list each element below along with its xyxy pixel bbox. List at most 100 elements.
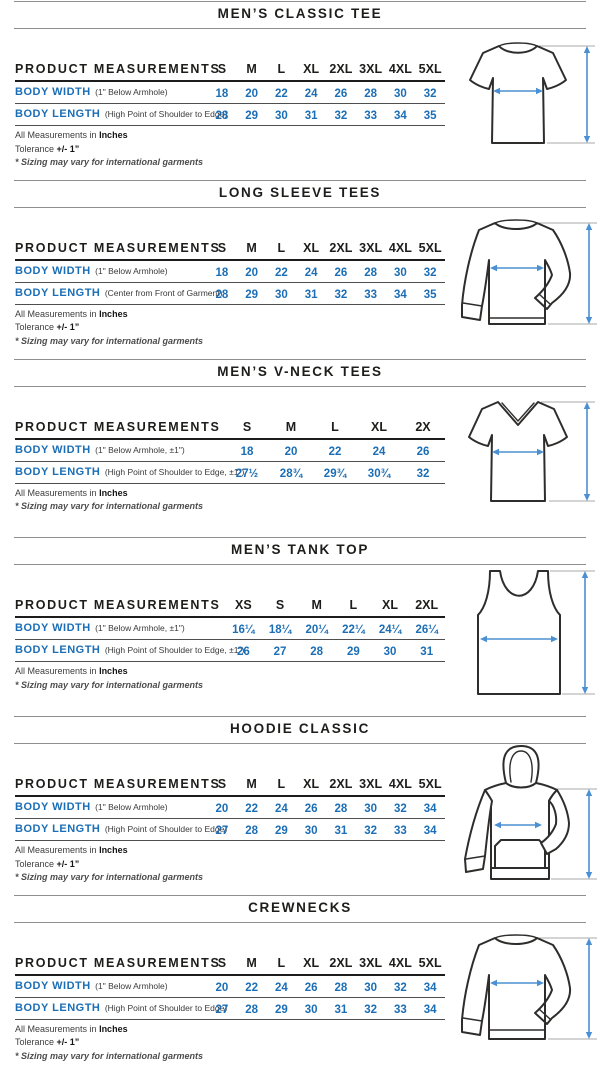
size-header: 3XL bbox=[359, 240, 383, 255]
row-sublabel: (1" Below Armhole) bbox=[95, 265, 168, 276]
body-length-row: BODY LENGTH (High Point of Shoulder to E… bbox=[15, 462, 445, 484]
size-header: XL bbox=[382, 598, 399, 613]
measurement-value: 30 bbox=[383, 646, 397, 659]
measurement-value: 20¼ bbox=[305, 624, 328, 637]
waistband bbox=[490, 867, 550, 881]
section-title: LONG SLEEVE TEES bbox=[218, 184, 382, 200]
divider bbox=[14, 206, 586, 208]
measurement-value: 34 bbox=[393, 110, 407, 122]
measurement-value: 26 bbox=[334, 266, 348, 279]
table-header-row: PRODUCT MEASUREMENTS S M L XL 2X bbox=[15, 413, 445, 440]
section-hoodie-classic: HOODIE CLASSIC PRODUCT MEASUREMENTS S M L X… bbox=[0, 715, 600, 894]
note-text: Tolerance bbox=[15, 1037, 55, 1048]
kangaroo-pocket bbox=[494, 839, 546, 870]
tee-outline bbox=[469, 45, 567, 144]
cuff-line-left bbox=[465, 855, 486, 860]
row-sublabel: (Center from Front of Garment) bbox=[104, 287, 223, 298]
measurement-value: 29 bbox=[274, 825, 288, 838]
divider bbox=[14, 537, 586, 539]
tolerance-value: +/- 1” bbox=[56, 322, 80, 333]
size-table: PRODUCT MEASUREMENTS XS S M L XL 2XL BODY WID… bbox=[15, 591, 445, 663]
note-unit: Inches bbox=[99, 845, 128, 856]
size-header: M bbox=[246, 240, 257, 255]
measurement-value: 18¼ bbox=[268, 624, 292, 637]
measurement-value: 32 bbox=[334, 110, 348, 122]
measurement-value: 26 bbox=[334, 88, 348, 100]
note-text: Tolerance bbox=[15, 858, 55, 869]
size-header: 4XL bbox=[388, 240, 412, 255]
measurement-value: 30 bbox=[364, 803, 378, 816]
width-arrow bbox=[494, 821, 542, 829]
row-label: BODY LENGTH bbox=[15, 1001, 101, 1014]
measurement-value: 34 bbox=[423, 825, 437, 838]
measurement-value: 33 bbox=[393, 825, 407, 838]
cuff-line-right bbox=[538, 293, 551, 305]
right-sleeve bbox=[540, 789, 570, 856]
note-text: All Measurements in bbox=[15, 487, 97, 498]
row-label: BODY LENGTH bbox=[15, 823, 101, 836]
size-header: 4XL bbox=[388, 777, 412, 792]
crewneck-illustration bbox=[449, 928, 599, 1059]
row-label: BODY WIDTH bbox=[15, 979, 91, 992]
notes: All Measurements in Inches Tolerance +/-… bbox=[15, 129, 203, 170]
product-measurements-label: PRODUCT MEASUREMENTS bbox=[15, 598, 221, 613]
collar-line bbox=[498, 42, 538, 47]
row-sublabel: (High Point of Shoulder to Edge, ±1") bbox=[104, 645, 245, 656]
body-width-values: 18 20 22 24 26 bbox=[225, 446, 445, 458]
row-sublabel: (1" Below Armhole) bbox=[95, 980, 168, 991]
measurement-value: 18 bbox=[215, 88, 229, 100]
row-label: BODY LENGTH bbox=[15, 644, 101, 657]
measurement-value: 18 bbox=[215, 266, 229, 279]
size-header: L bbox=[277, 777, 286, 792]
measurement-value: 24¼ bbox=[378, 624, 402, 637]
measurement-value: 27 bbox=[215, 825, 229, 838]
note-unit: Inches bbox=[99, 666, 128, 677]
length-arrow bbox=[585, 789, 593, 880]
measurement-value: 28 bbox=[245, 825, 259, 838]
product-measurements-label: PRODUCT MEASUREMENTS bbox=[15, 419, 221, 434]
size-columns: S M L XL 2XL 3XL 4XL 5XL bbox=[207, 956, 445, 970]
table-header-row: PRODUCT MEASUREMENTS S M L XL 2XL 3XL 4XL 5XL bbox=[15, 234, 445, 261]
tolerance-value: +/- 1” bbox=[56, 143, 80, 154]
body-length-values: 28 29 30 31 32 33 34 35 bbox=[207, 289, 445, 301]
measurement-value: 26 bbox=[304, 803, 318, 816]
measurement-value: 28 bbox=[215, 288, 229, 301]
size-header: M bbox=[246, 777, 257, 792]
size-header: 3XL bbox=[359, 955, 383, 970]
measurement-value: 35 bbox=[423, 110, 437, 122]
body-width-values: 20 22 24 26 28 30 32 34 bbox=[207, 803, 445, 815]
measurement-value: 24 bbox=[304, 88, 318, 100]
width-arrow bbox=[480, 636, 558, 643]
note-text: All Measurements in bbox=[15, 308, 97, 319]
size-header: 2XL bbox=[415, 598, 439, 613]
measurement-value: 31 bbox=[334, 1003, 348, 1016]
divider bbox=[14, 358, 586, 360]
note-measurements: All Measurements in Inches bbox=[15, 129, 203, 143]
size-header: XL bbox=[371, 419, 387, 434]
body-width-row: BODY WIDTH (1" Below Armhole) 18 20 22 24 26… bbox=[15, 82, 445, 104]
measurement-value: 20 bbox=[215, 803, 229, 816]
measurement-value: 24 bbox=[372, 445, 386, 458]
long-sleeve-outline bbox=[461, 221, 572, 325]
hood-opening bbox=[509, 750, 533, 783]
size-header: 5XL bbox=[418, 955, 442, 970]
note-text: All Measurements in bbox=[15, 130, 97, 140]
row-sublabel: (High Point of Shoulder to Edge) bbox=[104, 1002, 228, 1013]
size-header: M bbox=[246, 955, 257, 970]
measurement-value: 30 bbox=[393, 88, 407, 100]
body-length-row: BODY LENGTH (High Point of Shoulder to E… bbox=[15, 640, 445, 663]
size-header: 5XL bbox=[418, 62, 442, 76]
measurement-value: 24 bbox=[304, 266, 318, 279]
row-label: BODY WIDTH bbox=[15, 86, 91, 98]
size-header: 5XL bbox=[418, 240, 442, 255]
row-sublabel: (High Point of Shoulder to Edge) bbox=[104, 109, 228, 119]
measurement-value: 30 bbox=[393, 266, 407, 279]
row-label: BODY WIDTH bbox=[15, 801, 91, 814]
measurement-value: 24 bbox=[274, 981, 288, 994]
long-sleeve-tee-illustration bbox=[449, 213, 599, 344]
note-unit: Inches bbox=[99, 130, 128, 140]
note-sizing: * Sizing may vary for international garm… bbox=[15, 872, 204, 883]
size-header: XL bbox=[303, 777, 320, 792]
size-header: XL bbox=[303, 62, 320, 76]
size-header: S bbox=[242, 419, 252, 434]
